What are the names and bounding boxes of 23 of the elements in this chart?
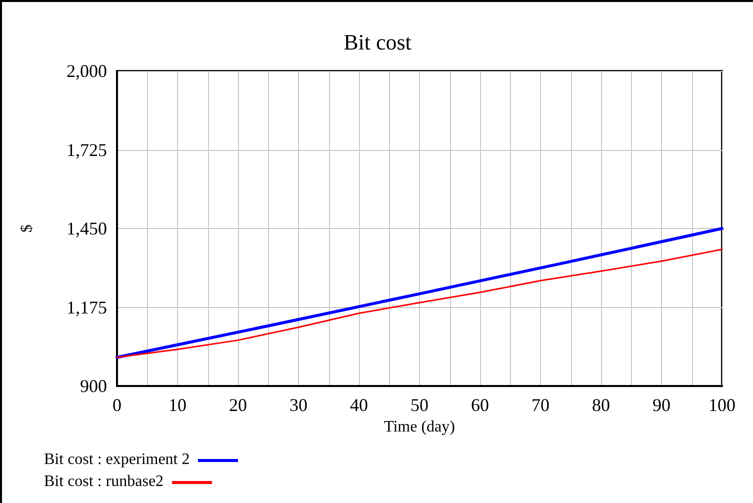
line-series — [116, 248, 723, 358]
x-tick-label: 20 — [229, 395, 247, 415]
legend-label: Bit cost : runbase2 — [44, 472, 164, 492]
y-tick-label: 900 — [80, 376, 107, 396]
x-tick-label: 50 — [410, 395, 428, 415]
x-tick-label: 40 — [350, 395, 368, 415]
x-tick-label: 80 — [592, 395, 610, 415]
x-tick-label: 60 — [471, 395, 489, 415]
line-series — [116, 227, 724, 359]
x-tick-label: 10 — [168, 395, 186, 415]
legend-label: Bit cost : experiment 2 — [44, 450, 190, 470]
y-tick-label: 1,450 — [66, 218, 107, 238]
chart-title: Bit cost — [344, 30, 412, 54]
x-tick-label: 0 — [112, 395, 122, 415]
x-tick-label: 70 — [532, 395, 550, 415]
x-tick-label: 90 — [652, 395, 670, 415]
x-tick-label: 100 — [708, 395, 736, 415]
y-axis-title: $ — [18, 224, 36, 232]
y-tick-label: 2,000 — [66, 61, 107, 81]
x-tick-label: 30 — [290, 395, 308, 415]
y-tick-label: 1,175 — [66, 297, 107, 318]
x-axis-title: Time (day) — [384, 418, 455, 436]
y-tick-label: 1,725 — [66, 140, 107, 160]
